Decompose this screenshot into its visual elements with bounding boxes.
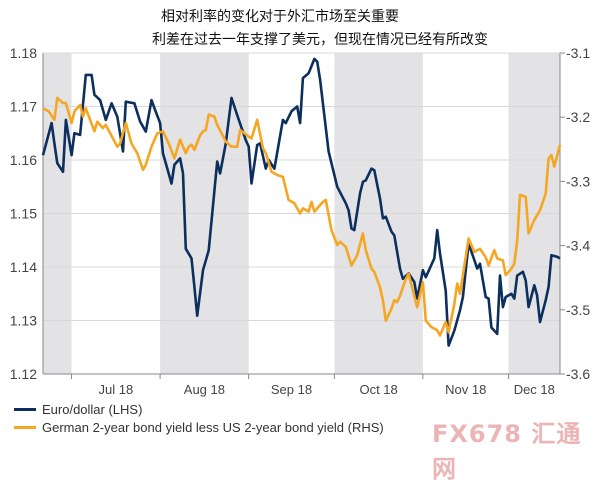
- right-tick-label: -3.3: [566, 173, 590, 189]
- left-tick-label: 1.14: [10, 259, 37, 275]
- legend-item-euro-dollar: Euro/dollar (LHS): [14, 402, 142, 417]
- right-tick-label: -3.2: [566, 109, 590, 125]
- left-tick-label: 1.13: [10, 313, 37, 329]
- series-line-euro-dollar: [41, 57, 561, 347]
- right-tick-label: -3.5: [566, 302, 590, 318]
- right-tick-label: -3.1: [566, 45, 590, 61]
- left-tick-label: 1.16: [10, 152, 37, 168]
- chart-title-line-1: 相对利率的变化对于外汇市场至关重要: [161, 9, 399, 25]
- fx678-watermark-logo: FX678 汇通网: [432, 420, 582, 483]
- legend-swatch-euro-dollar: [14, 408, 36, 411]
- chart-title-line-2: 利差在过去一年支撑了美元，但现在情况已经有所改变: [152, 32, 488, 48]
- left-tick-label: 1.17: [10, 99, 37, 115]
- x-tick-label: Nov 18: [445, 382, 486, 397]
- x-tick-label: Oct 18: [359, 382, 397, 397]
- line-chart: 1.12 1.13 1.14 1.15 1.16 1.17 1.18 -3.6 -3.5 -3.4…: [10, 45, 591, 397]
- left-tick-label: 1.18: [10, 45, 37, 61]
- left-tick-label: 1.12: [10, 366, 37, 382]
- x-tick-label: Dec 18: [514, 382, 555, 397]
- series-line-yield-spread: [42, 96, 562, 337]
- x-tick-label: Jul 18: [98, 382, 133, 397]
- right-tick-label: -3.4: [566, 238, 590, 254]
- legend-swatch-yield-spread: [14, 426, 36, 429]
- legend-label-yield-spread: German 2-year bond yield less US 2-year …: [42, 420, 384, 435]
- legend-item-yield-spread: German 2-year bond yield less US 2-year …: [14, 420, 384, 435]
- x-tick-label: Aug 18: [184, 382, 225, 397]
- legend-label-euro-dollar: Euro/dollar (LHS): [42, 402, 143, 417]
- x-tick-label: Sep 18: [271, 382, 312, 397]
- left-tick-label: 1.15: [10, 206, 37, 222]
- right-tick-label: -3.6: [566, 366, 590, 382]
